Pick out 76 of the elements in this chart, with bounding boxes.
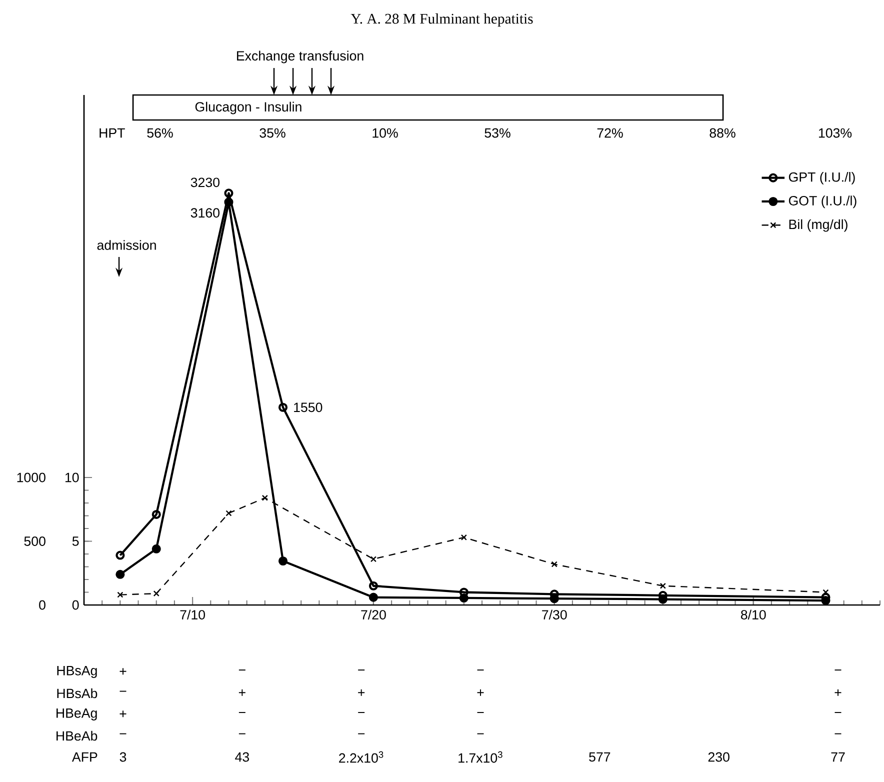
text: 53% (484, 128, 510, 138)
text: + (834, 689, 842, 696)
category-label: AFP (72, 752, 98, 762)
data-label: 1550 (294, 402, 322, 412)
point (224, 188, 234, 198)
point (550, 594, 559, 604)
point (278, 402, 288, 412)
text: − (834, 733, 842, 734)
x-tick-label: 7/30 (542, 610, 567, 620)
text: − (477, 733, 484, 734)
legend-label: GOT (I.U./l) (788, 196, 856, 208)
text: − (358, 733, 365, 734)
data-label: 3230 (190, 178, 220, 188)
category-label: HBsAb (57, 688, 98, 698)
y-tick-label: 500 (24, 536, 46, 546)
annotation: admission (97, 240, 156, 250)
text: 88% (710, 128, 736, 138)
text: + (358, 689, 365, 696)
point (459, 593, 468, 603)
y2-tick-label: 10 (65, 472, 79, 482)
x-tick-label: 8/10 (740, 610, 766, 620)
text: 43 (235, 752, 250, 762)
y-tick-label: 1000 (17, 472, 46, 482)
category-label: HPT (100, 128, 125, 138)
text: − (834, 712, 842, 713)
text: − (120, 690, 126, 692)
point (821, 596, 830, 606)
text: 3 (120, 752, 126, 762)
text: 10% (372, 128, 398, 138)
text: 103% (818, 128, 852, 138)
x-tick-label: 7/10 (180, 610, 206, 620)
category-label: HBsAg (57, 666, 97, 678)
legend-label: Bil (mg/dl) (789, 219, 848, 232)
text: + (120, 668, 126, 675)
y2-tick-label: 5 (72, 536, 79, 546)
y2-tick-label: 0 (72, 600, 79, 610)
annotation: Glucagon - Insulin (195, 102, 302, 114)
text: 230 (708, 752, 730, 762)
point (153, 590, 160, 597)
point (116, 570, 125, 579)
point (278, 556, 288, 566)
text: 77 (831, 752, 845, 762)
point (370, 556, 377, 562)
text: − (238, 733, 246, 734)
text: 72% (597, 128, 623, 138)
point (460, 534, 467, 540)
point (551, 561, 558, 568)
text: 35% (260, 128, 286, 138)
text: − (238, 712, 246, 713)
point (368, 592, 378, 602)
text: + (120, 710, 126, 718)
point (152, 544, 161, 554)
text: + (238, 689, 246, 696)
category-label: HBeAg (56, 708, 97, 720)
text: 577 (589, 752, 610, 762)
category-label: HBeAb (56, 730, 98, 741)
text: − (358, 712, 365, 713)
point (152, 510, 161, 520)
x-tick-label: 7/20 (361, 610, 386, 620)
text: − (120, 733, 126, 734)
chart-title: Y. A. 28 M Fulminant hepatitis (350, 13, 533, 27)
point (224, 198, 234, 207)
point (262, 494, 268, 501)
y-tick-label: 0 (39, 600, 46, 610)
point (660, 582, 666, 589)
text: Exchange transfusion (237, 50, 364, 64)
point (117, 592, 124, 598)
data-label: 3160 (190, 208, 220, 218)
point (226, 510, 232, 516)
text: + (477, 689, 484, 696)
legend-label: GPT (I.U./l) (788, 172, 855, 184)
text: 2.2x10$^{3}$ (339, 751, 384, 763)
text: − (477, 712, 484, 713)
point (368, 581, 378, 590)
text: 56% (147, 128, 173, 138)
text: 1.7x10$^{3}$ (458, 751, 502, 763)
